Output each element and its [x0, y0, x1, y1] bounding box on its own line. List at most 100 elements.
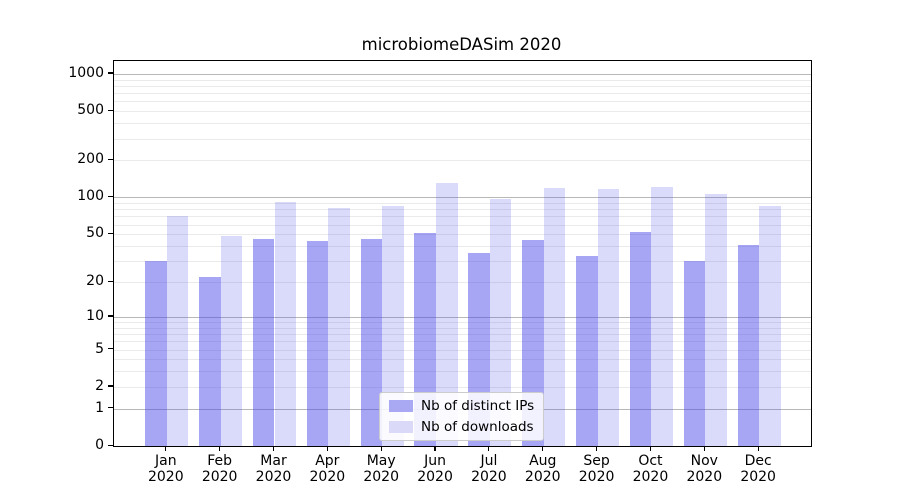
x-tick-label-jul: Jul 2020: [471, 453, 507, 485]
y-tick-label: 0: [95, 437, 104, 453]
bar-downloads-apr: [328, 208, 350, 446]
y-tick-mark: [108, 444, 113, 446]
minor-gridline: [114, 101, 811, 103]
bar-downloads-may: [382, 206, 404, 446]
y-tick-mark: [108, 280, 113, 282]
bar-downloads-jul: [489, 199, 512, 446]
x-tick-label-sep: Sep 2020: [578, 453, 615, 485]
major-gridline: [114, 73, 811, 75]
x-tick-mark: [757, 446, 759, 451]
bar-downloads-jun: [436, 183, 458, 446]
y-tick-mark: [108, 109, 113, 111]
minor-gridline: [114, 216, 811, 218]
minor-gridline: [114, 322, 811, 323]
x-tick-mark: [542, 446, 544, 451]
minor-gridline: [114, 203, 811, 205]
y-tick-label: 10: [86, 307, 104, 324]
y-tick-mark: [108, 158, 113, 161]
legend-swatch-distinct-ips: [389, 400, 413, 412]
minor-gridline: [114, 93, 811, 95]
bar-downloads-aug: [543, 188, 566, 446]
minor-gridline: [114, 123, 811, 125]
minor-gridline: [114, 359, 811, 361]
y-tick-label: 5: [95, 340, 104, 357]
bar-downloads-mar: [274, 201, 297, 446]
bar-distinct-ips-apr: [306, 241, 329, 446]
x-tick-mark: [488, 446, 490, 451]
y-tick-label: 1000: [68, 64, 104, 81]
minor-gridline: [114, 334, 811, 336]
y-tick-mark: [108, 385, 113, 387]
minor-gridline: [114, 341, 811, 343]
plot-area: [113, 60, 812, 447]
x-tick-label-nov: Nov 2020: [686, 453, 723, 485]
x-tick-mark: [703, 446, 705, 451]
y-tick-label: 100: [77, 188, 104, 205]
minor-gridline: [114, 224, 811, 226]
x-tick-label-mar: Mar 2020: [255, 453, 292, 485]
x-tick-label-jan: Jan 2020: [147, 453, 184, 485]
y-tick-label: 1: [95, 399, 104, 416]
minor-gridline: [114, 138, 811, 140]
chart-title: microbiomeDASim 2020: [361, 35, 562, 54]
minor-gridline: [114, 282, 811, 284]
minor-gridline: [114, 371, 811, 373]
y-tick-label: 200: [77, 151, 104, 168]
x-tick-mark: [219, 446, 221, 451]
y-tick-label: 20: [86, 273, 104, 290]
major-gridline: [114, 316, 811, 318]
y-tick-label: 2: [95, 377, 104, 394]
bar-downloads-dec: [759, 205, 781, 446]
x-tick-mark: [434, 446, 436, 451]
bar-downloads-sep: [597, 189, 620, 446]
minor-gridline: [114, 209, 811, 211]
bar-distinct-ips-jan: [145, 261, 167, 446]
x-tick-mark: [596, 446, 598, 451]
y-tick-label: 500: [77, 102, 104, 119]
minor-gridline: [114, 246, 811, 247]
legend-row-distinct-ips: Nb of distinct IPs: [389, 398, 534, 414]
x-tick-mark: [649, 446, 652, 451]
bar-downloads-jan: [166, 215, 189, 446]
y-tick-mark: [108, 195, 113, 198]
bar-distinct-ips-nov: [683, 261, 706, 446]
y-tick-mark: [108, 232, 113, 234]
x-tick-label-feb: Feb 2020: [201, 453, 238, 485]
bar-downloads-oct: [651, 186, 674, 446]
y-tick-label: 50: [86, 225, 104, 242]
x-tick-mark: [165, 446, 167, 451]
legend: Nb of distinct IPs Nb of downloads: [379, 392, 544, 441]
x-tick-label-jun: Jun 2020: [417, 453, 453, 485]
x-tick-label-aug: Aug 2020: [524, 453, 561, 485]
bar-downloads-feb: [220, 236, 243, 446]
minor-gridline: [114, 261, 811, 263]
major-gridline: [114, 197, 811, 199]
x-tick-mark: [380, 446, 382, 451]
y-tick-mark: [108, 348, 113, 350]
y-tick-mark: [108, 72, 113, 74]
y-tick-mark: [108, 407, 113, 409]
x-tick-mark: [326, 446, 328, 451]
legend-row-downloads: Nb of downloads: [389, 419, 534, 435]
minor-gridline: [114, 349, 811, 351]
minor-gridline: [114, 85, 811, 87]
bar-distinct-ips-sep: [576, 256, 598, 446]
x-tick-label-oct: Oct 2020: [632, 453, 669, 485]
minor-gridline: [114, 386, 811, 388]
bar-distinct-ips-feb: [199, 277, 221, 446]
bar-distinct-ips-dec: [737, 244, 760, 446]
x-tick-label-apr: Apr 2020: [309, 453, 346, 485]
x-tick-label-dec: Dec 2020: [740, 453, 776, 485]
x-tick-label-may: May 2020: [363, 453, 399, 485]
minor-gridline: [114, 234, 811, 236]
minor-gridline: [114, 79, 811, 81]
legend-label-distinct-ips: Nb of distinct IPs: [421, 398, 535, 414]
legend-label-downloads: Nb of downloads: [421, 419, 534, 435]
bar-distinct-ips-oct: [629, 232, 652, 446]
bar-downloads-nov: [705, 194, 727, 446]
minor-gridline: [114, 111, 811, 113]
bar-distinct-ips-may: [360, 238, 383, 446]
x-tick-mark: [272, 446, 275, 451]
y-tick-mark: [108, 315, 113, 317]
